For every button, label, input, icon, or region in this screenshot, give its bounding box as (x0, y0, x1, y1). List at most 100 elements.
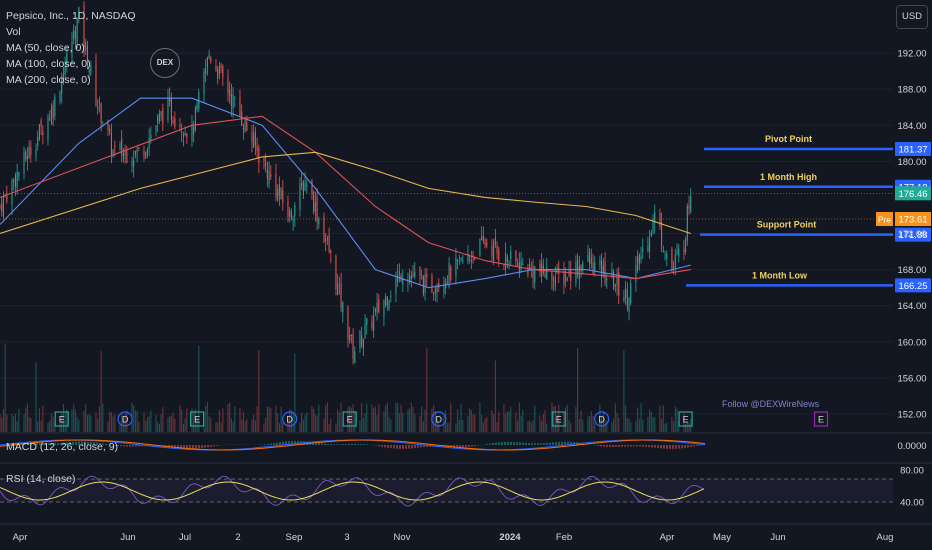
rsi-axis-label: 40.00 (900, 498, 924, 509)
legend-ma100[interactable]: MA (100, close, 0) (6, 58, 91, 70)
candle-body (170, 98, 172, 120)
volume-bar (409, 408, 411, 432)
candle-body (503, 264, 505, 266)
macd-histogram-bar (120, 445, 122, 447)
candle-body (85, 42, 87, 51)
ma50-line (0, 97, 691, 289)
candle-body (112, 149, 114, 157)
volume-bar (86, 415, 88, 432)
candle-body (313, 191, 315, 212)
volume-bar (482, 422, 484, 432)
candle-body (119, 143, 121, 149)
candle-body (647, 245, 649, 252)
macd-histogram-bar (654, 445, 656, 448)
time-axis-label: 2 (235, 532, 240, 543)
volume-bar (433, 404, 435, 432)
candle-body (546, 267, 548, 280)
macd-histogram-bar (327, 443, 329, 445)
volume-bar (179, 405, 181, 432)
macd-histogram-bar (627, 445, 629, 447)
candle-body (227, 75, 229, 94)
legend-ma50[interactable]: MA (50, close, 0) (6, 42, 85, 54)
candle-body (206, 57, 208, 67)
candle-body (50, 107, 52, 124)
volume-bar (556, 414, 558, 432)
volume-bar (498, 411, 500, 432)
volume-bar (160, 414, 162, 432)
volume-bar (256, 406, 258, 432)
macd-histogram-bar (87, 441, 89, 445)
macd-histogram-bar (78, 441, 80, 445)
macd-histogram-bar (384, 445, 386, 448)
macd-histogram-bar (699, 445, 701, 446)
rsi-line (0, 475, 705, 507)
macd-histogram-bar (615, 445, 617, 448)
candle-body (664, 255, 666, 257)
candle-body (361, 335, 363, 346)
time-axis-label: Jun (770, 532, 785, 543)
event-badge-label: E (556, 415, 562, 425)
macd-label[interactable]: MACD (12, 26, close, 9) (6, 441, 119, 453)
volume-bar (575, 406, 577, 432)
macd-histogram-bar (360, 443, 362, 445)
currency-button[interactable]: USD (896, 5, 928, 29)
volume-bar (419, 416, 421, 432)
candle-body (539, 263, 541, 273)
macd-histogram-bar (69, 442, 71, 445)
volume-bar (266, 407, 268, 432)
event-badge-label: E (194, 415, 200, 425)
macd-histogram-bar (183, 445, 185, 449)
volume-bar (205, 405, 207, 432)
candle-body (553, 285, 555, 287)
legend-ma200[interactable]: MA (200, close, 0) (6, 74, 91, 86)
candle-body (565, 274, 567, 282)
volume-bar (626, 418, 628, 432)
macd-histogram-bar (678, 445, 680, 449)
volume-bar (220, 422, 222, 432)
candle-body (347, 306, 349, 340)
candle-body (388, 300, 390, 310)
volume-bar (350, 407, 352, 432)
macd-histogram-bar (333, 444, 335, 445)
volume-bar (85, 404, 87, 432)
macd-histogram-bar (351, 443, 353, 445)
volume-bar (450, 403, 452, 432)
candle-body (326, 238, 328, 240)
volume-bar (330, 418, 332, 432)
volume-bar (229, 402, 231, 432)
volume-bar (385, 405, 387, 432)
volume-bar (599, 404, 601, 432)
volume-bar (638, 418, 640, 432)
rsi-label[interactable]: RSI (14, close) (6, 473, 76, 485)
rsi-ma-line (0, 481, 705, 501)
volume-bar (688, 422, 690, 432)
candle-body (265, 162, 267, 167)
candle-body (578, 265, 580, 280)
volume-bar (230, 418, 232, 432)
candle-body (486, 242, 488, 246)
candle-body (109, 128, 111, 132)
volume-bar (169, 415, 171, 432)
macd-histogram-bar (519, 442, 521, 445)
volume-bar (544, 410, 546, 432)
candle-body (671, 248, 673, 270)
macd-histogram-bar (342, 444, 344, 445)
legend-volume[interactable]: Vol (6, 26, 21, 38)
volume-bar (191, 408, 193, 432)
macd-histogram-bar (672, 445, 674, 449)
candle-body (410, 275, 412, 280)
volume-bar (481, 414, 483, 432)
volume-bar (614, 403, 616, 432)
macd-histogram-bar (201, 445, 203, 449)
volume-bar (397, 403, 399, 432)
candle-body (642, 248, 644, 252)
candle-body (14, 175, 16, 187)
candle-body (376, 303, 378, 313)
volume-bar (124, 413, 126, 432)
volume-bar (390, 419, 392, 432)
volume-bar (635, 420, 637, 432)
macd-histogram-bar (462, 445, 464, 448)
volume-bar (289, 409, 291, 432)
candle-body (146, 148, 148, 155)
